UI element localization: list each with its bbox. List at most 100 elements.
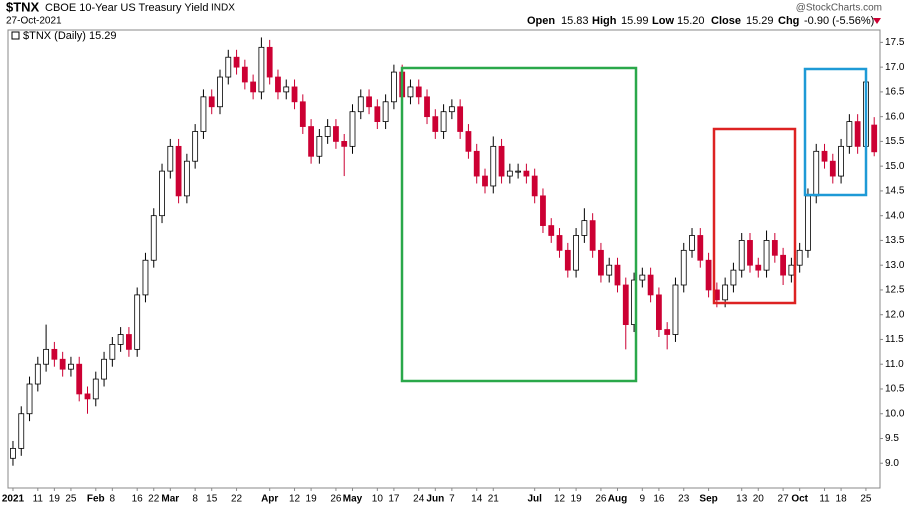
x-tick-label: 17 xyxy=(388,494,400,505)
candle-body xyxy=(498,145,505,177)
candle-body xyxy=(846,121,853,147)
candle-body xyxy=(407,86,414,98)
date: 27-Oct-2021 xyxy=(6,16,62,27)
y-tick-label: 16.5 xyxy=(885,87,905,98)
candle-body xyxy=(291,86,298,103)
y-tick-label: 12.5 xyxy=(885,285,905,296)
y-tick-label: 15.5 xyxy=(885,136,905,147)
candle-body xyxy=(200,96,207,132)
quote-value: 15.83 xyxy=(561,15,589,27)
candle-body xyxy=(266,46,273,78)
candle-body xyxy=(51,348,58,360)
exchange: INDX xyxy=(211,3,235,14)
highlight-box xyxy=(803,67,868,197)
candle-body xyxy=(374,106,381,123)
candle-body xyxy=(788,264,795,276)
quote-label: Chg xyxy=(778,15,799,27)
candle-body xyxy=(697,235,704,261)
x-tick-label: 25 xyxy=(65,494,77,505)
x-tick-label: Sep xyxy=(699,494,717,505)
candle-body xyxy=(134,294,141,350)
candle-body xyxy=(382,101,389,122)
candle-body xyxy=(258,46,265,93)
x-tick-label: 22 xyxy=(231,494,243,505)
candle-body xyxy=(747,240,753,266)
candle-body xyxy=(217,76,223,108)
candle-body xyxy=(150,215,157,261)
candle-body xyxy=(192,131,199,162)
y-tick-label: 10.0 xyxy=(885,408,905,419)
candle-body xyxy=(101,358,107,380)
quote-value: 15.29 xyxy=(746,15,774,27)
watermark: @StockCharts.com xyxy=(796,3,882,14)
candle-body xyxy=(473,150,480,177)
quote-label: Low xyxy=(652,15,674,27)
candle-body xyxy=(208,96,215,108)
candle-body xyxy=(366,96,372,108)
quote-value: 15.20 xyxy=(677,15,705,27)
candle-body xyxy=(333,126,339,142)
x-tick-label: 20 xyxy=(753,494,765,505)
x-tick-label: 25 xyxy=(860,494,872,505)
x-tick-label: 10 xyxy=(372,494,384,505)
x-tick-label: 18 xyxy=(836,494,848,505)
candle-body xyxy=(415,86,422,98)
candle-body xyxy=(233,56,240,68)
candle-body xyxy=(424,96,430,118)
candle-body xyxy=(531,175,538,197)
candle-body xyxy=(59,358,66,370)
candle-body xyxy=(581,220,588,236)
candle-body xyxy=(540,195,546,226)
candle-body xyxy=(490,145,497,187)
x-tick-label: 14 xyxy=(471,494,483,505)
x-tick-label: May xyxy=(343,494,363,505)
x-tick-label: Apr xyxy=(261,494,278,505)
candle-body xyxy=(341,141,348,147)
candle-body xyxy=(76,363,83,395)
x-tick-label: 19 xyxy=(571,494,583,505)
candle-body xyxy=(589,220,596,251)
candle-body xyxy=(771,240,778,256)
candle-body xyxy=(167,145,174,172)
candle-body xyxy=(390,71,397,103)
candle-body xyxy=(324,126,331,137)
candle-body xyxy=(655,294,662,330)
candle-body xyxy=(241,66,248,83)
x-tick-label: Oct xyxy=(791,494,808,505)
y-tick-label: 12.0 xyxy=(885,309,905,320)
y-tick-label: 13.5 xyxy=(885,235,905,246)
x-tick-label: 21 xyxy=(488,494,500,505)
x-tick-label: 26 xyxy=(595,494,607,505)
quote-value: 15.99 xyxy=(621,15,649,27)
candle-body xyxy=(722,284,729,301)
candle-body xyxy=(556,235,563,251)
candle-body xyxy=(465,131,472,152)
candle-body xyxy=(10,447,16,459)
highlight-box xyxy=(400,66,638,383)
security-name: CBOE 10-Year US Treasury Yield xyxy=(45,2,208,14)
candle-body xyxy=(780,254,787,276)
candle-body xyxy=(755,264,762,271)
candle-body xyxy=(813,150,820,197)
y-tick-label: 14.5 xyxy=(885,186,905,197)
candle-body xyxy=(689,235,695,251)
symbol: $TNX xyxy=(6,0,40,14)
y-tick-label: 11.5 xyxy=(885,334,904,345)
candle-body xyxy=(639,274,646,281)
candle-body xyxy=(457,106,464,132)
x-tick-label: 27 xyxy=(778,494,790,505)
x-tick-label: 9 xyxy=(640,494,646,505)
quote-row: Open 15.83 High 15.99 Low 15.20 Close 15… xyxy=(527,15,874,27)
x-tick-label: 19 xyxy=(49,494,61,505)
candle-body xyxy=(598,249,604,276)
candle-body xyxy=(763,240,770,271)
candle-body xyxy=(573,235,579,271)
candle-body xyxy=(142,259,149,296)
candle-body xyxy=(796,249,803,266)
y-tick-label: 13.0 xyxy=(885,260,905,271)
y-tick-label: 10.5 xyxy=(885,384,905,395)
x-tick-label: 22 xyxy=(148,494,160,505)
plot-frame xyxy=(7,29,881,489)
candle-body xyxy=(548,225,555,236)
candle-body xyxy=(175,145,182,197)
